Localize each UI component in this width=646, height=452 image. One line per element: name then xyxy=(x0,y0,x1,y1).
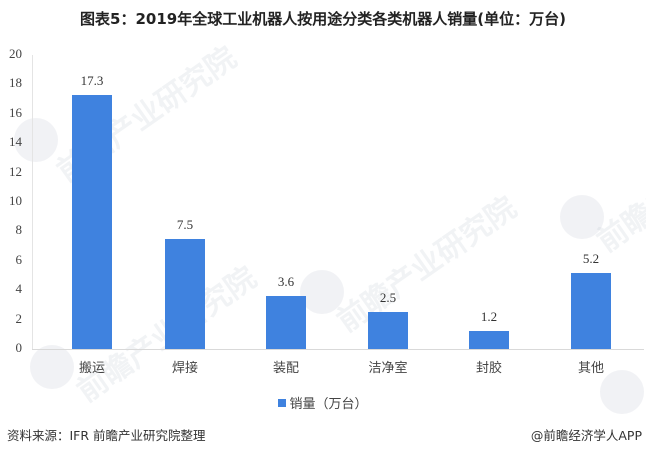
y-tick-label: 20 xyxy=(9,46,22,61)
bar-value-label: 17.3 xyxy=(80,72,104,88)
bar-value-label: 5.2 xyxy=(582,250,600,266)
credit-note: @前瞻经济学人APP xyxy=(530,428,642,443)
legend-swatch-icon xyxy=(278,399,287,407)
legend-label: 销量（万台） xyxy=(289,397,368,412)
x-category-label: 其他 xyxy=(577,361,604,376)
bar-value-label: 7.5 xyxy=(176,216,194,232)
y-tick-label: 4 xyxy=(15,281,23,297)
bar-value-label: 2.5 xyxy=(379,290,397,306)
watermark-logo-icon xyxy=(560,195,604,239)
bar-3 xyxy=(368,312,408,349)
y-tick-label: 8 xyxy=(15,222,23,238)
legend: 销量（万台） xyxy=(0,393,646,412)
y-tick-label: 18 xyxy=(9,75,22,91)
y-tick-label: 14 xyxy=(9,134,22,150)
y-tick-label: 6 xyxy=(15,251,23,267)
x-category-label: 洁净室 xyxy=(368,361,408,376)
bar-5 xyxy=(571,272,611,349)
y-tick-label: 16 xyxy=(9,104,22,120)
bar-value-label: 1.2 xyxy=(480,309,498,325)
x-category-label: 封胶 xyxy=(475,361,502,376)
x-category-label: 装配 xyxy=(272,361,299,376)
y-tick-label: 10 xyxy=(9,193,22,208)
x-axis-line xyxy=(32,349,644,350)
source-note: 资料来源：IFR 前瞻产业研究院整理 xyxy=(7,428,206,443)
y-tick-label: 12 xyxy=(9,163,22,179)
bar-value-label: 3.6 xyxy=(277,274,295,290)
bar-2 xyxy=(266,296,306,349)
y-tick-label: 0 xyxy=(15,340,23,355)
watermark-text: 前瞻产业研究院 xyxy=(590,110,646,260)
bar-0 xyxy=(72,94,112,349)
y-axis-line xyxy=(32,55,33,349)
x-category-label: 焊接 xyxy=(171,361,198,376)
y-tick-label: 2 xyxy=(15,310,23,326)
chart-title: 图表5：2019年全球工业机器人按用途分类各类机器人销量(单位：万台) xyxy=(80,10,566,28)
bar-1 xyxy=(165,238,205,349)
bar-4 xyxy=(469,331,509,349)
x-category-label: 搬运 xyxy=(78,361,105,376)
